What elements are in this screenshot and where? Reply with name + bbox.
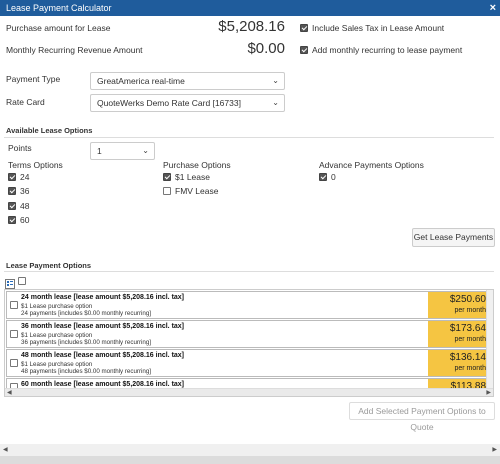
monthly-price: $113.88 xyxy=(450,381,486,392)
option-title: 48 month lease [lease amount $5,208.16 i… xyxy=(21,352,185,359)
option-checkbox[interactable] xyxy=(10,359,18,367)
rate-card-label: Rate Card xyxy=(6,97,45,107)
advance-payments-options-title: Advance Payments Options xyxy=(319,160,424,170)
scroll-left-icon[interactable]: ◀ xyxy=(3,447,8,453)
window-horizontal-scrollbar[interactable]: ◀ ▶ xyxy=(0,444,500,456)
advance-payment-label: 0 xyxy=(331,172,336,182)
purchase-option-label: FMV Lease xyxy=(175,186,219,196)
points-select[interactable]: 1 ⌄ xyxy=(90,142,155,160)
lease-option-row[interactable]: 24 month lease [lease amount $5,208.16 i… xyxy=(6,291,491,319)
add-selected-options-button[interactable]: Add Selected Payment Options to Quote xyxy=(349,402,495,432)
window-titlebar: Lease Payment Calculator × xyxy=(0,0,500,16)
option-line2: 24 payments [includes $0.00 monthly recu… xyxy=(21,310,152,317)
points-value: 1 xyxy=(97,146,102,156)
per-month-label: per month xyxy=(454,365,486,372)
lease-payment-options-list: 24 month lease [lease amount $5,208.16 i… xyxy=(4,289,494,397)
select-all-icon[interactable] xyxy=(5,276,15,289)
points-label: Points xyxy=(8,143,32,153)
monthly-price: $250.60 xyxy=(449,294,486,305)
term-60-checkbox[interactable]: 60 xyxy=(8,215,29,225)
include-sales-tax-label: Include Sales Tax in Lease Amount xyxy=(312,23,445,33)
payment-type-value: GreatAmerica real-time xyxy=(97,76,185,86)
price-box: $173.64 per month xyxy=(428,321,490,347)
term-24-checkbox[interactable]: 24 xyxy=(8,172,29,182)
per-month-label: per month xyxy=(454,307,486,314)
term-label: 48 xyxy=(20,201,30,211)
checkbox-checked-icon[interactable] xyxy=(163,173,171,181)
purchase-option-label: $1 Lease xyxy=(175,172,210,182)
select-none-checkbox[interactable] xyxy=(18,277,26,285)
purchase-amount-value: $5,208.16 xyxy=(218,18,285,35)
include-sales-tax-checkbox[interactable]: Include Sales Tax in Lease Amount xyxy=(300,23,444,33)
chevron-down-icon: ⌄ xyxy=(142,146,149,155)
checkbox-checked-icon[interactable] xyxy=(300,24,308,32)
term-label: 24 xyxy=(20,172,30,182)
checkbox-checked-icon[interactable] xyxy=(8,202,16,210)
price-box: $250.60 per month xyxy=(428,292,490,318)
vertical-scrollbar[interactable] xyxy=(486,290,493,396)
monthly-recurring-value: $0.00 xyxy=(247,40,285,57)
checkbox-checked-icon[interactable] xyxy=(8,173,16,181)
term-label: 60 xyxy=(20,215,30,225)
monthly-recurring-label: Monthly Recurring Revenue Amount xyxy=(6,45,143,55)
divider xyxy=(4,271,494,272)
lease-payment-options-title: Lease Payment Options xyxy=(6,261,92,270)
term-48-checkbox[interactable]: 48 xyxy=(8,201,29,211)
monthly-price: $136.14 xyxy=(449,352,486,363)
purchase-amount-label: Purchase amount for Lease xyxy=(6,23,111,33)
advance-payment-0-checkbox[interactable]: 0 xyxy=(319,172,336,182)
lease-option-row[interactable]: 36 month lease [lease amount $5,208.16 i… xyxy=(6,320,491,348)
chevron-down-icon: ⌄ xyxy=(272,76,279,85)
checkbox-checked-icon[interactable] xyxy=(8,187,16,195)
divider xyxy=(4,137,494,138)
option-line1: $1 Lease purchase option xyxy=(21,332,93,339)
per-month-label: per month xyxy=(454,336,486,343)
rate-card-value: QuoteWerks Demo Rate Card [16733] xyxy=(97,98,241,108)
horizontal-scrollbar[interactable]: ◀ ▶ xyxy=(5,388,493,396)
lease-option-row[interactable]: 48 month lease [lease amount $5,208.16 i… xyxy=(6,349,491,377)
rate-card-select[interactable]: QuoteWerks Demo Rate Card [16733] ⌄ xyxy=(90,94,285,112)
purchase-options-title: Purchase Options xyxy=(163,160,231,170)
option-checkbox[interactable] xyxy=(10,301,18,309)
checkbox-checked-icon[interactable] xyxy=(8,216,16,224)
status-bar xyxy=(0,456,500,464)
option-line2: 36 payments [includes $0.00 monthly recu… xyxy=(21,339,152,346)
scroll-right-icon[interactable]: ▶ xyxy=(486,390,491,396)
term-36-checkbox[interactable]: 36 xyxy=(8,186,29,196)
option-line1: $1 Lease purchase option xyxy=(21,303,93,310)
purchase-option-1-lease-checkbox[interactable]: $1 Lease xyxy=(163,172,210,182)
option-line2: 48 payments [includes $0.00 monthly recu… xyxy=(21,368,152,375)
payment-type-label: Payment Type xyxy=(6,74,61,84)
add-monthly-recurring-label: Add monthly recurring to lease payment xyxy=(312,45,463,55)
chevron-down-icon: ⌄ xyxy=(272,98,279,107)
window-title: Lease Payment Calculator xyxy=(6,3,112,13)
scroll-left-icon[interactable]: ◀ xyxy=(7,390,12,396)
available-lease-options-title: Available Lease Options xyxy=(6,126,93,135)
checkbox-unchecked-icon[interactable] xyxy=(163,187,171,195)
close-icon[interactable]: × xyxy=(489,2,496,14)
option-checkbox[interactable] xyxy=(10,330,18,338)
checkbox-checked-icon[interactable] xyxy=(319,173,327,181)
get-lease-payments-button[interactable]: Get Lease Payments xyxy=(412,228,495,247)
checkbox-checked-icon[interactable] xyxy=(300,46,308,54)
price-box: $136.14 per month xyxy=(428,350,490,376)
option-title: 36 month lease [lease amount $5,208.16 i… xyxy=(21,323,185,330)
option-line1: $1 Lease purchase option xyxy=(21,361,93,368)
purchase-option-fmv-lease-checkbox[interactable]: FMV Lease xyxy=(163,186,218,196)
option-title: 24 month lease [lease amount $5,208.16 i… xyxy=(21,294,185,301)
payment-type-select[interactable]: GreatAmerica real-time ⌄ xyxy=(90,72,285,90)
terms-options-title: Terms Options xyxy=(8,160,63,170)
term-label: 36 xyxy=(20,186,30,196)
add-monthly-recurring-checkbox[interactable]: Add monthly recurring to lease payment xyxy=(300,45,462,55)
option-title: 60 month lease [lease amount $5,208.16 i… xyxy=(21,381,185,388)
monthly-price: $173.64 xyxy=(449,323,486,334)
scroll-right-icon[interactable]: ▶ xyxy=(492,447,497,453)
